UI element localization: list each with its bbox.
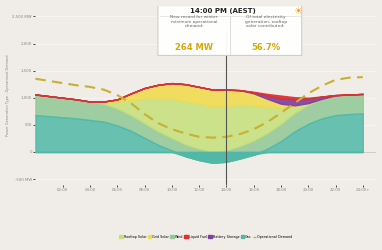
Legend: Rooftop Solar, Grid Solar, Wind, Liquid Fuel, Battery Storage, Gas, Operational : Rooftop Solar, Grid Solar, Wind, Liquid … — [118, 234, 294, 240]
Text: Of total electricity
generation, rooftop
solar contributed:: Of total electricity generation, rooftop… — [244, 15, 286, 28]
Operational Demand — [320, 84, 324, 87]
Text: 56.7%: 56.7% — [251, 43, 280, 52]
Operational Demand — [183, 132, 188, 135]
Operational Demand — [265, 121, 270, 124]
Operational Demand — [347, 76, 351, 79]
Operational Demand — [142, 112, 147, 116]
Operational Demand — [129, 102, 133, 105]
Text: 264 MW: 264 MW — [175, 43, 213, 52]
Y-axis label: Power Generation Type - Operational Demand: Power Generation Type - Operational Dema… — [6, 54, 10, 136]
Operational Demand — [197, 135, 201, 138]
Operational Demand — [333, 78, 338, 81]
Operational Demand — [60, 82, 65, 84]
Operational Demand — [292, 102, 297, 105]
Operational Demand — [251, 128, 256, 131]
Text: 14:00 PM (AEST): 14:00 PM (AEST) — [190, 8, 256, 14]
Operational Demand — [88, 86, 92, 88]
Operational Demand — [306, 92, 311, 95]
Text: New record for winter
minimum operational
demand:: New record for winter minimum operationa… — [170, 15, 218, 28]
Operational Demand — [278, 112, 283, 114]
Operational Demand — [101, 88, 106, 91]
Operational Demand — [33, 77, 38, 80]
Operational Demand — [115, 94, 120, 96]
Operational Demand — [74, 84, 79, 87]
Operational Demand — [156, 122, 160, 125]
Text: ☀: ☀ — [293, 6, 302, 16]
Operational Demand — [47, 80, 51, 82]
Operational Demand — [224, 135, 229, 138]
FancyBboxPatch shape — [158, 6, 302, 56]
Operational Demand — [210, 136, 215, 139]
Operational Demand — [361, 76, 365, 79]
Operational Demand — [170, 128, 174, 131]
Operational Demand — [238, 132, 242, 136]
Line: Operational Demand: Operational Demand — [36, 77, 363, 138]
